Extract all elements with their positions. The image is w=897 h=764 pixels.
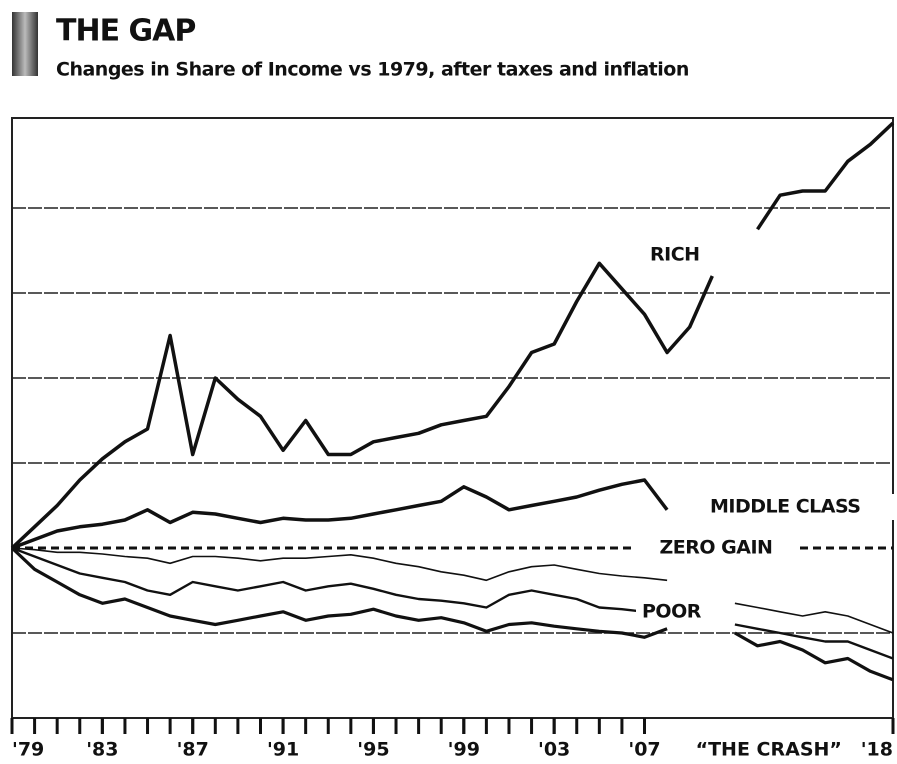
- line-series: [10, 546, 894, 682]
- series-label: POOR: [642, 601, 702, 623]
- plot: '79 '83 '87 '91 '95 '99 '03 '07 '18 “THE CRASH” ZE…: [10, 117, 895, 761]
- annotation: “THE CRASH”: [696, 739, 842, 761]
- chart-subtitle: Changes in Share of Income vs 1979, afte…: [56, 59, 689, 81]
- series-label: MIDDLE CLASS: [710, 496, 861, 518]
- x-tick-label: '83: [86, 739, 118, 761]
- x-tick-label: '07: [628, 739, 660, 761]
- x-tick-label: '91: [267, 739, 299, 761]
- line-series: [11, 546, 894, 660]
- zero-line-label: ZERO GAIN: [660, 537, 773, 559]
- title-icon: [12, 12, 38, 76]
- label-backdrop: [704, 494, 894, 520]
- x-tick-label: '87: [177, 739, 209, 761]
- plot-frame: [11, 117, 894, 719]
- x-tick-label: '95: [357, 739, 389, 761]
- chart-title: THE GAP: [56, 14, 195, 49]
- x-tick-label: '03: [538, 739, 570, 761]
- x-tick-label: '18: [861, 739, 893, 761]
- label-backdrop: [636, 599, 714, 625]
- x-tick-label: '79: [12, 739, 44, 761]
- series-label: RICH: [650, 244, 700, 266]
- line-series: [11, 547, 894, 634]
- line-series: [10, 121, 895, 550]
- x-tick-label: '99: [448, 739, 480, 761]
- label-backdrop: [644, 242, 722, 268]
